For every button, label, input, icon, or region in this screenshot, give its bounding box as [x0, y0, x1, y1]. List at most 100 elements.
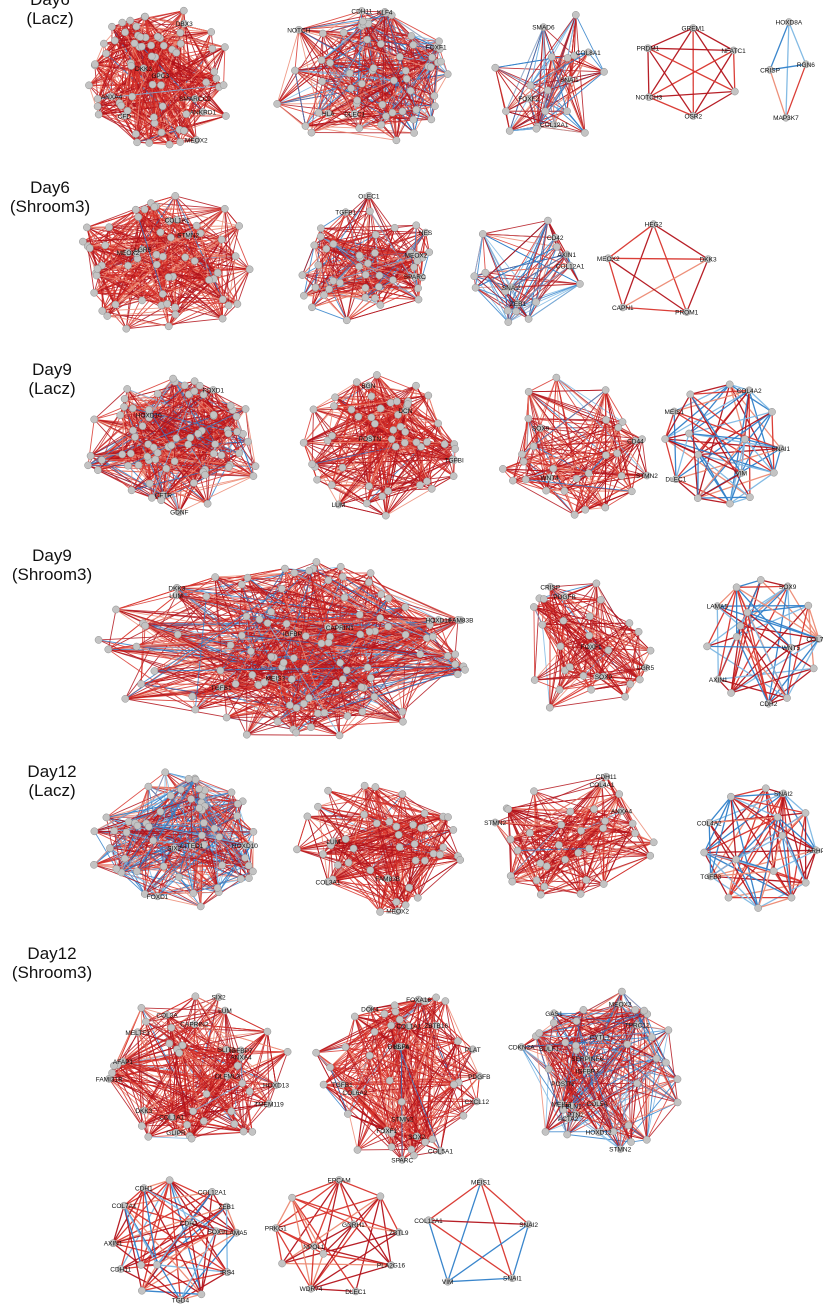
row-label-day12-shroom3: Day12 (Shroom3) — [2, 944, 102, 982]
network-edge — [136, 206, 155, 254]
node-label: COL12A1 — [540, 122, 569, 129]
network-node — [199, 108, 207, 116]
network-edge — [102, 299, 143, 312]
network-edge — [771, 411, 775, 473]
network-node — [320, 291, 328, 299]
network-edge — [505, 55, 575, 112]
network-edge — [137, 216, 229, 306]
network-node — [521, 475, 530, 484]
network-node — [440, 440, 449, 449]
node-label: DCN — [398, 408, 412, 415]
network-node — [355, 124, 364, 132]
network-node — [313, 475, 321, 484]
network-node — [231, 252, 240, 261]
network-edge — [338, 504, 386, 517]
node-label: CD44 — [627, 438, 644, 445]
row-label-day: Day9 — [32, 360, 72, 379]
network-node — [358, 17, 367, 26]
network-node — [138, 422, 147, 430]
network-node — [218, 295, 227, 304]
network-node — [167, 441, 176, 450]
network-edge — [162, 46, 226, 107]
network-edge — [172, 276, 223, 319]
network-edge — [137, 234, 189, 259]
network-edge — [566, 110, 586, 134]
network-edge — [95, 219, 178, 274]
network-node — [406, 86, 415, 95]
network-node — [176, 39, 185, 48]
network-edge — [136, 26, 181, 34]
network-node — [381, 511, 390, 520]
network-node — [336, 278, 344, 287]
network-edge — [87, 245, 143, 301]
network-node — [173, 215, 181, 224]
network-edge — [430, 62, 439, 120]
network-edge — [622, 223, 655, 308]
network-node — [345, 69, 354, 78]
network-node — [309, 405, 318, 414]
network-node — [126, 16, 135, 25]
network-node — [226, 401, 235, 410]
network-edge — [109, 225, 197, 228]
network-node — [307, 128, 316, 137]
network-node — [354, 412, 363, 421]
network-node — [389, 276, 397, 284]
network-node — [443, 70, 452, 78]
network-node — [138, 245, 147, 254]
network-edge — [411, 35, 437, 48]
network-node — [451, 445, 459, 453]
network-node — [152, 260, 161, 269]
network-node — [350, 109, 359, 118]
network-edge — [245, 408, 256, 467]
network-edge — [94, 292, 163, 295]
network-node — [381, 9, 390, 17]
network-node — [171, 310, 180, 319]
network-edge — [381, 80, 395, 105]
network-node — [645, 93, 653, 101]
network-node — [435, 37, 443, 46]
network-edge — [127, 63, 132, 111]
network-node — [367, 392, 376, 401]
network-edge — [183, 10, 197, 141]
node-label: LGR5 — [134, 247, 151, 254]
network-node — [376, 301, 385, 309]
network-node — [560, 487, 569, 495]
network-edge — [363, 24, 374, 71]
node-label: SMAD6 — [532, 25, 555, 32]
network-node — [90, 288, 99, 297]
network-edge — [222, 269, 250, 300]
network-node — [191, 94, 199, 103]
network-node — [91, 60, 99, 69]
network-node — [570, 510, 579, 519]
network-node — [194, 429, 202, 438]
network-node — [572, 474, 581, 483]
network-node — [180, 126, 188, 135]
node-label: HOXD8A — [776, 20, 803, 27]
row-label-day6-lacz: Day6 (Lacz) — [6, 0, 94, 28]
node-label: HOXD10 — [136, 412, 162, 419]
network-node — [100, 39, 108, 48]
network-node — [410, 129, 418, 137]
network-edge — [322, 80, 383, 106]
network-edge — [372, 69, 435, 97]
node-label: CFTR — [155, 493, 173, 500]
network-edge — [392, 112, 415, 134]
network-node — [219, 81, 228, 89]
network-node — [93, 94, 102, 103]
network-edge — [413, 44, 442, 62]
network-node — [377, 40, 385, 48]
network-node — [190, 257, 199, 265]
network-edge — [94, 63, 155, 118]
network-node — [316, 232, 325, 241]
network-node — [171, 303, 179, 312]
network-node — [746, 493, 754, 502]
network-edge — [98, 114, 162, 133]
network-node — [170, 457, 179, 466]
network-edge — [356, 100, 387, 117]
network-node — [123, 106, 132, 115]
